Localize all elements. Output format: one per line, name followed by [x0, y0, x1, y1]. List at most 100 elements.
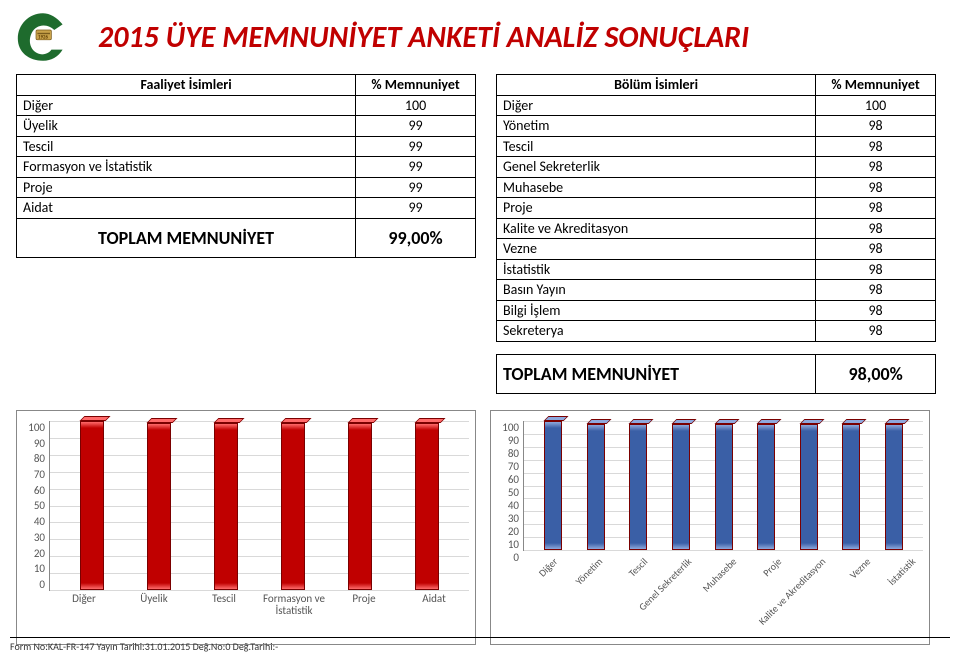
- cell: Diğer: [497, 95, 816, 116]
- right-total-row: TOPLAM MEMNUNİYET 98,00%: [497, 354, 936, 394]
- cell: Bilgi İşlem: [497, 300, 816, 321]
- bar: [80, 421, 104, 590]
- ytick: 60: [34, 484, 45, 497]
- x-label: Vezne: [847, 555, 873, 581]
- ytick: 10: [508, 538, 519, 551]
- right-total-value: 98,00%: [816, 354, 936, 394]
- cell: 98: [816, 280, 936, 301]
- header: 1926 2015 ÜYE MEMNUNİYET ANKETİ ANALİZ S…: [0, 0, 960, 70]
- table-row: Sekreterya98: [497, 321, 936, 342]
- table-row: Aidat99: [17, 198, 476, 219]
- charts-row: 1009080706050403020100 DiğerÜyelikTescil…: [0, 402, 960, 645]
- cell: Üyelik: [17, 116, 356, 137]
- x-label: Muhasebe: [700, 555, 740, 595]
- footer: Form No:KAL-FR-147 Yayın Tarihi:31.01.20…: [10, 637, 950, 653]
- right-total-label: TOPLAM MEMNUNİYET: [497, 354, 816, 394]
- bar: [629, 424, 647, 550]
- page-title: 2015 ÜYE MEMNUNİYET ANKETİ ANALİZ SONUÇL…: [78, 19, 944, 56]
- cell: 98: [816, 116, 936, 137]
- table-row: Basın Yayın98: [497, 280, 936, 301]
- cell: 98: [816, 198, 936, 219]
- cell: 99: [356, 136, 476, 157]
- table-row: Bilgi İşlem98: [497, 300, 936, 321]
- cell: 100: [816, 95, 936, 116]
- ytick: 70: [34, 468, 45, 481]
- ytick: 20: [508, 525, 519, 538]
- right-total-table: TOPLAM MEMNUNİYET 98,00%: [496, 354, 936, 395]
- bar: [214, 423, 238, 590]
- table-row: Yönetim98: [497, 116, 936, 137]
- cell: 99: [356, 177, 476, 198]
- cell: 99: [356, 157, 476, 178]
- cell: Aidat: [17, 198, 356, 219]
- ytick: 90: [508, 434, 519, 447]
- bar: [147, 423, 171, 590]
- x-label: Tescil: [189, 593, 259, 617]
- chart-left-yaxis: 1009080706050403020100: [23, 421, 49, 591]
- bar: [348, 423, 372, 590]
- bar: [715, 424, 733, 550]
- chart-right-yaxis: 1009080706050403020100: [497, 421, 523, 551]
- ytick: 0: [39, 578, 45, 591]
- ytick: 70: [508, 460, 519, 473]
- logo: 1926: [8, 8, 78, 66]
- left-th-val: % Memnuniyet: [356, 75, 476, 96]
- bar: [544, 421, 562, 550]
- ytick: 80: [508, 447, 519, 460]
- cell: 98: [816, 259, 936, 280]
- cell: 99: [356, 198, 476, 219]
- cell: Basın Yayın: [497, 280, 816, 301]
- x-label: İstatistik: [885, 555, 918, 588]
- cell: 98: [816, 239, 936, 260]
- right-table-wrap: Bölüm İsimleri % Memnuniyet Diğer100 Yön…: [496, 74, 936, 394]
- bar: [415, 423, 439, 590]
- x-label: Yönetim: [573, 555, 606, 588]
- cell: Tescil: [17, 136, 356, 157]
- x-label: Diğer: [536, 555, 560, 579]
- x-label: Üyelik: [119, 593, 189, 617]
- tables-row: Faaliyet İsimleri % Memnuniyet Diğer100 …: [0, 70, 960, 402]
- left-total-label: TOPLAM MEMNUNİYET: [17, 218, 356, 258]
- ytick: 100: [28, 421, 45, 434]
- right-th-val: % Memnuniyet: [816, 75, 936, 96]
- cell: 98: [816, 136, 936, 157]
- cell: Genel Sekreterlik: [497, 157, 816, 178]
- cell: Yönetim: [497, 116, 816, 137]
- table-row: Kalite ve Akreditasyon98: [497, 218, 936, 239]
- table-row: Tescil99: [17, 136, 476, 157]
- ytick: 40: [34, 515, 45, 528]
- ytick: 30: [508, 512, 519, 525]
- chart-left-plot: [49, 421, 469, 591]
- left-total-value: 99,00%: [356, 218, 476, 258]
- cell: Muhasebe: [497, 177, 816, 198]
- ytick: 90: [34, 437, 45, 450]
- cell: 98: [816, 157, 936, 178]
- x-label: Tescil: [625, 555, 650, 580]
- chart-right: 1009080706050403020100 DiğerYönetimTesci…: [490, 410, 930, 645]
- ytick: 50: [34, 499, 45, 512]
- x-label: Diğer: [49, 593, 119, 617]
- table-row: Proje99: [17, 177, 476, 198]
- cell: Diğer: [17, 95, 356, 116]
- bar: [800, 424, 818, 550]
- cell: Kalite ve Akreditasyon: [497, 218, 816, 239]
- ytick: 60: [508, 473, 519, 486]
- bar: [672, 424, 690, 550]
- x-label: Proje: [760, 555, 784, 579]
- bar: [757, 424, 775, 550]
- bar: [885, 424, 903, 550]
- table-row: Muhasebe98: [497, 177, 936, 198]
- cell: İstatistik: [497, 259, 816, 280]
- cell: Vezne: [497, 239, 816, 260]
- ytick: 30: [34, 531, 45, 544]
- chart-right-xaxis: DiğerYönetimTescilGenel SekreterlikMuhas…: [497, 551, 923, 635]
- x-label: Formasyon ve İstatistik: [259, 593, 329, 617]
- table-row: Diğer100: [17, 95, 476, 116]
- x-label: Proje: [329, 593, 399, 617]
- cell: 98: [816, 177, 936, 198]
- cell: Sekreterya: [497, 321, 816, 342]
- ytick: 100: [502, 421, 519, 434]
- cell: 98: [816, 218, 936, 239]
- table-row: Üyelik99: [17, 116, 476, 137]
- cell: Proje: [17, 177, 356, 198]
